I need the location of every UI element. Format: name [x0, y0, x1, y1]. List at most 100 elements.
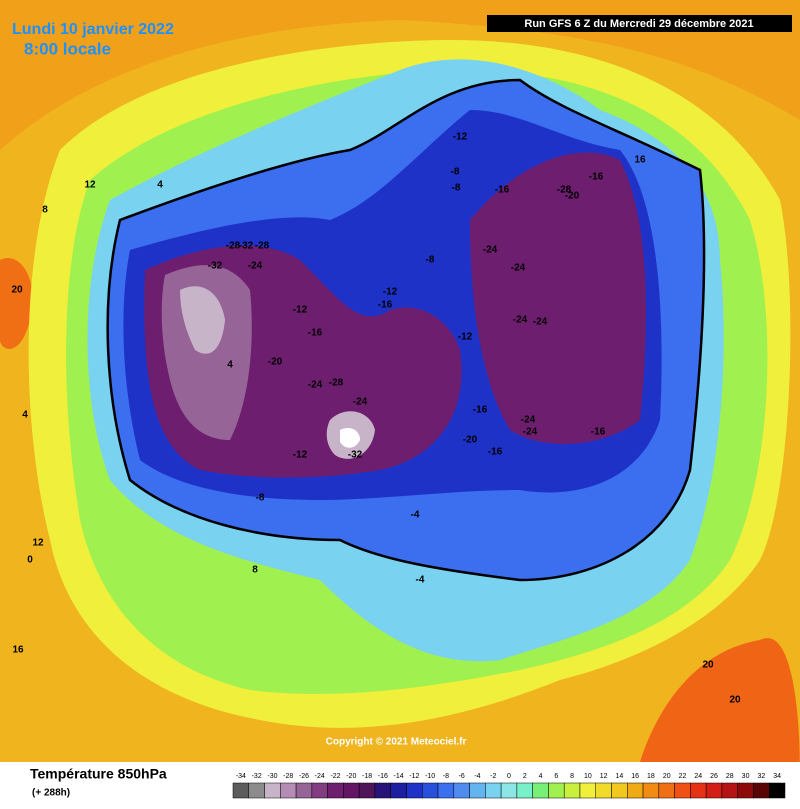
legend-tick-label: 2	[523, 773, 527, 780]
legend-swatch	[500, 782, 518, 799]
legend-tick-label: 12	[600, 773, 608, 780]
contour-label: -8	[256, 493, 265, 504]
legend-tick-label: -34	[236, 773, 246, 780]
legend-tick-label: 32	[757, 773, 765, 780]
copyright: Copyright © 2021 Meteociel.fr	[326, 737, 467, 748]
contour-label: -24	[483, 245, 498, 256]
contour-label: -8	[451, 167, 460, 178]
contour-label: 12	[32, 538, 44, 549]
warm-zone	[0, 258, 33, 349]
contour-label: -16	[488, 447, 503, 458]
contour-zone	[180, 286, 225, 354]
contour-label: 20	[702, 660, 714, 671]
run-box	[487, 15, 792, 32]
legend-swatch	[422, 782, 439, 799]
contour-label: -24	[533, 317, 548, 328]
contour-label: -24	[353, 397, 368, 408]
legend-tick-label: -28	[283, 773, 293, 780]
legend-tick-label: -30	[267, 773, 277, 780]
date-title: Lundi 10 janvier 2022	[12, 21, 174, 38]
contour-label: 12	[84, 180, 96, 191]
contour-label: -16	[378, 300, 393, 311]
legend-tick-label: -22	[330, 773, 340, 780]
contour-zone	[340, 428, 360, 448]
contour-label: -24	[248, 261, 263, 272]
contour-label: -12	[293, 450, 308, 461]
legend-swatch	[690, 782, 707, 799]
legend-swatch	[737, 782, 754, 799]
contour-label: -16	[591, 427, 606, 438]
legend-swatch	[264, 782, 281, 799]
contour-label: 16	[634, 155, 646, 166]
legend-swatch	[485, 782, 502, 799]
legend-swatch	[437, 782, 455, 799]
legend-tick-label: -8	[443, 773, 449, 780]
contour-label: -24	[308, 380, 323, 391]
contour-label: 4	[157, 180, 163, 191]
legend-tick-label: -18	[362, 773, 372, 780]
contour-label: 8	[42, 205, 48, 216]
legend-tick-label: 4	[539, 773, 543, 780]
contour-label: -28	[255, 241, 270, 252]
contour-label: -16	[308, 328, 323, 339]
legend-swatch	[548, 782, 565, 799]
contour-zone	[470, 152, 646, 444]
contour-label: -16	[589, 172, 604, 183]
legend-swatch	[768, 782, 786, 799]
legend-swatch	[642, 782, 660, 799]
legend-swatch	[705, 782, 723, 799]
legend-swatch	[516, 782, 533, 799]
contour-label: -24	[523, 427, 538, 438]
contour-label: -4	[416, 575, 425, 586]
contour-label: 4	[227, 360, 233, 371]
legend-tick-label: -26	[299, 773, 309, 780]
legend-swatch	[627, 782, 644, 799]
contour-label: -20	[565, 191, 580, 202]
legend-swatch	[280, 782, 297, 799]
legend-swatch	[311, 782, 328, 799]
legend-tick-label: 26	[710, 773, 718, 780]
legend-tick-label: 24	[694, 773, 702, 780]
contour-label: -8	[452, 183, 461, 194]
legend-swatch	[406, 782, 423, 799]
legend-tick-label: 0	[507, 773, 511, 780]
time-title: 8:00 locale	[24, 39, 111, 58]
legend-tick-label: 34	[773, 773, 781, 780]
contour-label: 4	[22, 410, 28, 421]
contour-label: -28	[226, 241, 241, 252]
legend-tick-label: -2	[490, 773, 496, 780]
contour-label: 16	[12, 645, 24, 656]
legend-swatch	[469, 782, 486, 799]
contour-label: -28	[329, 378, 344, 389]
legend-swatch	[327, 782, 344, 799]
legend-tick-label: -14	[394, 773, 404, 780]
legend-tick-label: 14	[616, 773, 624, 780]
legend-swatch	[674, 782, 691, 799]
zero-isotherm	[106, 78, 706, 582]
legend-tick-label: -6	[459, 773, 465, 780]
contour-label: -20	[268, 357, 283, 368]
contour-label: -20	[463, 435, 478, 446]
legend-tick-label: -24	[315, 773, 325, 780]
legend-tick-label: -12	[409, 773, 419, 780]
contour-label: -12	[458, 332, 473, 343]
legend-tick-label: 8	[570, 773, 574, 780]
legend-tick-label: -4	[474, 773, 480, 780]
legend-swatch	[611, 782, 628, 799]
legend-tick-label: -10	[425, 773, 435, 780]
contour-label: -32	[348, 450, 363, 461]
contour-label: 20	[11, 285, 23, 296]
legend-tick-label: 16	[631, 773, 639, 780]
legend-tick-label: 18	[647, 773, 655, 780]
legend-swatch	[453, 782, 470, 799]
contour-label: -32	[208, 261, 223, 272]
warm-zone	[640, 638, 800, 762]
contour-label: -24	[511, 263, 526, 274]
contour-label: -12	[383, 287, 398, 298]
legend-swatch	[232, 782, 250, 799]
legend-swatch	[579, 782, 596, 799]
legend-swatch	[563, 782, 581, 799]
legend-swatch	[390, 782, 407, 799]
